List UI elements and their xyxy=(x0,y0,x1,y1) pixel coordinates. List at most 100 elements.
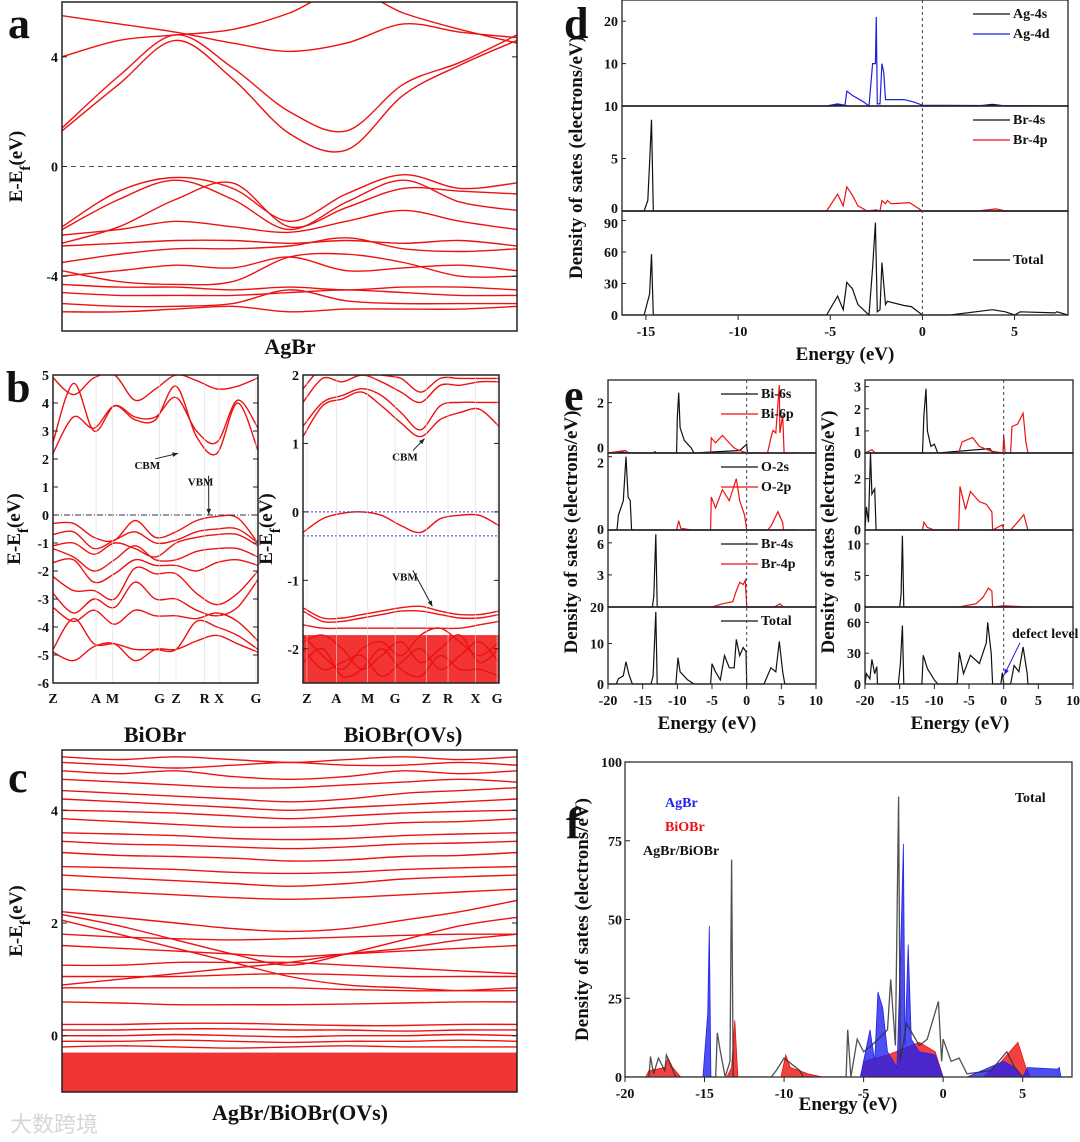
y-axis-label-sub: f xyxy=(18,919,34,925)
y-tick-label: 4 xyxy=(42,397,49,412)
y-tick-label: 0 xyxy=(597,678,604,693)
band-line xyxy=(62,1028,517,1032)
band-line xyxy=(53,385,258,456)
band-line xyxy=(53,375,258,402)
band-line xyxy=(53,566,258,606)
dos-curve-bi-6s xyxy=(865,388,1073,454)
legend-label: BiOBr xyxy=(665,820,705,835)
band-line xyxy=(62,770,517,781)
y-axis-label-main: E-E xyxy=(6,925,27,957)
x-tick-label: -10 xyxy=(729,325,748,340)
y-axis-label-sub: f xyxy=(16,527,32,533)
band-structure-panel-a: -4 0 4 E-Ef(eV) AgBr a xyxy=(6,0,518,359)
y-axis-label: E-Ef(eV) xyxy=(256,493,284,565)
panel-label: e xyxy=(564,371,584,420)
y-tick-label: 0 xyxy=(42,509,49,524)
band-line xyxy=(53,382,258,445)
y-tick-label: 2 xyxy=(42,453,49,468)
bands xyxy=(53,375,258,662)
dos-curve-total xyxy=(608,611,816,685)
band-structure-panel-b1: Z A M G Z R X G-6-5-4-3-2-1012345CBMVBME-Ef(eV)… xyxy=(4,363,262,747)
plot-frame xyxy=(52,374,259,684)
y-axis-label: E-Ef(eV) xyxy=(6,131,34,203)
k-point-label: X xyxy=(470,692,480,707)
x-tick-label: 0 xyxy=(743,694,750,709)
y-tick-label: 5 xyxy=(854,569,861,584)
dos-curve-bi-6p xyxy=(608,384,816,454)
band-line xyxy=(62,961,517,975)
y-tick-label: 2 xyxy=(292,369,299,384)
dos-subplot xyxy=(865,622,1073,685)
y-tick-label: 3 xyxy=(42,425,49,440)
y-tick-label: 2 xyxy=(854,473,861,488)
band-line xyxy=(62,761,517,769)
x-tick-label: -5 xyxy=(963,694,975,709)
annotation-label: VBM xyxy=(392,571,418,583)
band-line xyxy=(303,375,499,393)
x-tick-label: -20 xyxy=(856,694,875,709)
plot-frame xyxy=(61,749,518,1093)
band-line xyxy=(62,283,517,291)
y-tick-label: 4 xyxy=(51,51,58,66)
band-line xyxy=(62,1001,517,1006)
panel-label: c xyxy=(8,753,28,802)
k-point-label: G xyxy=(154,692,165,707)
y-tick-label: 20 xyxy=(604,15,618,30)
y-tick-label: 100 xyxy=(601,756,622,771)
y-tick-label: 1 xyxy=(42,481,49,496)
annotation-label: CBM xyxy=(392,452,418,464)
panel-caption: BiOBr(OVs) xyxy=(344,722,463,747)
band-line xyxy=(62,818,517,829)
band-line xyxy=(62,237,517,264)
dos-curve-ag-4d xyxy=(622,16,1068,107)
band-line xyxy=(62,840,517,850)
y-tick-label: 0 xyxy=(51,1030,58,1045)
x-tick-label: 0 xyxy=(940,1087,947,1102)
band-line xyxy=(62,39,517,153)
y-tick-label: 4 xyxy=(51,804,58,819)
dos-curve-br-4p xyxy=(958,587,1028,608)
band-structure-panel-c: 0 2 4 E-Ef(eV) AgBr/BiOBr(OVs) c xyxy=(6,749,518,1125)
y-axis-label: Density of sates (electrons/eV) xyxy=(818,411,839,654)
annotation-arrowhead xyxy=(172,452,179,457)
annotation-arrowhead xyxy=(206,508,212,515)
y-tick-label: 30 xyxy=(847,647,861,662)
y-tick-label: -2 xyxy=(37,565,49,580)
panel-label: d xyxy=(564,0,588,48)
dos-curve-o-2s xyxy=(608,456,816,531)
y-tick-label: -1 xyxy=(37,537,49,552)
y-tick-label: -4 xyxy=(46,270,58,285)
band-line xyxy=(62,34,517,133)
x-tick-label: 5 xyxy=(1019,1087,1026,1102)
y-tick-label: 0 xyxy=(597,441,604,456)
x-tick-label: 0 xyxy=(919,325,926,340)
dos-curve-total xyxy=(865,622,1073,685)
legend-label: Ag-4d xyxy=(1013,27,1050,42)
y-tick-label: 2 xyxy=(854,403,861,418)
panel-caption: BiOBr xyxy=(124,722,187,747)
legend-label: Total xyxy=(761,614,792,629)
annotation-arrowhead xyxy=(1004,668,1009,675)
y-tick-label: 3 xyxy=(854,381,861,396)
x-axis-label: Energy (eV) xyxy=(799,1094,898,1115)
y-tick-label: 10 xyxy=(847,538,861,553)
k-point-label: Z xyxy=(422,692,431,707)
k-point-label: X xyxy=(214,692,224,707)
x-axis-label: Energy (eV) xyxy=(911,713,1010,734)
y-tick-label: 0 xyxy=(615,1071,622,1086)
k-point-label: M xyxy=(106,692,119,707)
k-point-label: R xyxy=(443,692,454,707)
dos-area-agbr xyxy=(625,843,1062,1077)
y-tick-label: 1 xyxy=(854,425,861,440)
annotation-arrow-line xyxy=(412,570,433,607)
y-tick-label: 60 xyxy=(847,616,861,631)
y-tick-label: 5 xyxy=(611,153,618,168)
y-tick-label: -5 xyxy=(37,649,49,664)
dos-curve-o-2s xyxy=(865,453,1073,531)
band-line xyxy=(62,305,517,313)
band-line xyxy=(62,798,517,812)
k-point-label: Z xyxy=(171,692,180,707)
legend-label: AgBr/BiOBr xyxy=(643,844,719,859)
